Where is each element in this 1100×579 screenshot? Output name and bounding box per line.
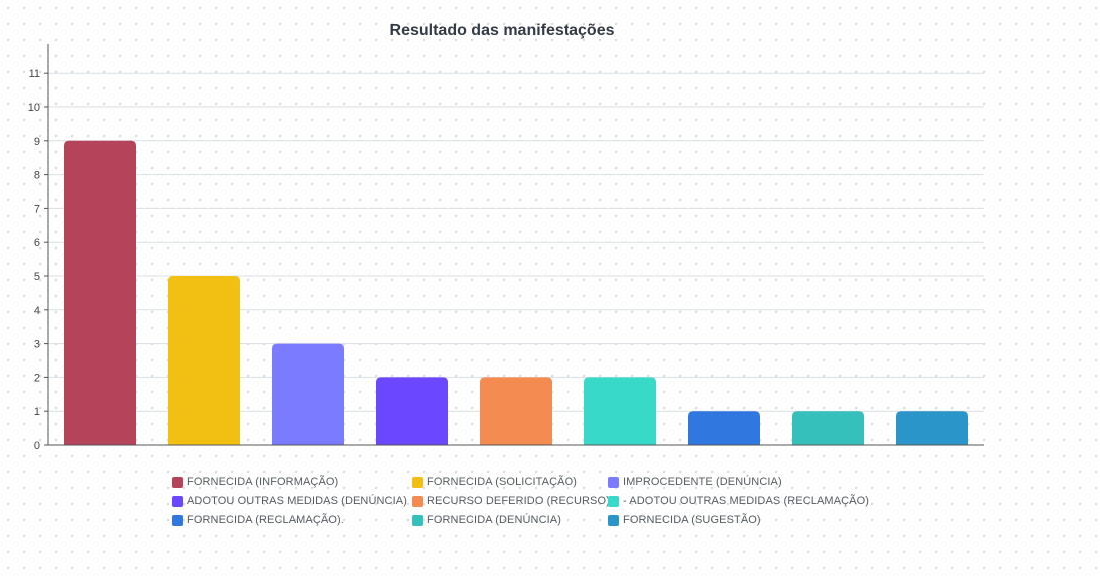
bar[interactable] (272, 343, 344, 445)
legend-item[interactable]: - ADOTOU OUTRAS MEDIDAS (RECLAMAÇÃO) (608, 493, 870, 509)
chart-legend: FORNECIDA (INFORMAÇÃO) FORNECIDA (SOLICIT… (172, 474, 872, 528)
legend-swatch (172, 495, 183, 507)
y-tick-label: 11 (29, 68, 40, 80)
legend-swatch (172, 514, 183, 526)
legend-label: - ADOTOU OUTRAS MEDIDAS (RECLAMAÇÃO) (623, 495, 870, 507)
legend-item[interactable]: RECURSO DEFERIDO (RECURSO) (412, 493, 610, 509)
legend-swatch (172, 476, 183, 488)
legend-item[interactable]: FORNECIDA (RECLAMAÇÃO). (172, 512, 412, 528)
y-tick-label: 3 (34, 339, 40, 351)
y-tick-label: 1 (34, 406, 40, 418)
bar[interactable] (792, 411, 864, 445)
y-tick-label: 6 (34, 237, 40, 249)
legend-label: IMPROCEDENTE (DENÚNCIA) (623, 476, 782, 488)
y-tick-label: 8 (34, 170, 40, 182)
legend-item[interactable]: FORNECIDA (SOLICITAÇÃO) (412, 474, 608, 490)
bar[interactable] (168, 276, 240, 445)
legend-label: FORNECIDA (SUGESTÃO) (623, 514, 761, 526)
y-axis-ticks: 0 1 2 3 4 5 6 7 8 9 10 11 (28, 68, 48, 452)
y-tick-label: 2 (34, 372, 40, 384)
y-tick-label: 5 (34, 271, 40, 283)
legend-label: FORNECIDA (SOLICITAÇÃO) (427, 476, 577, 488)
legend-label: RECURSO DEFERIDO (RECURSO) (427, 495, 610, 507)
bar[interactable] (64, 140, 136, 446)
bars (64, 140, 968, 446)
legend-item[interactable]: ADOTOU OUTRAS MEDIDAS (DENÚNCIA) (172, 493, 412, 509)
legend-label: FORNECIDA (DENÚNCIA) (427, 514, 562, 526)
legend-swatch (412, 514, 423, 526)
legend-swatch (412, 495, 423, 507)
bar[interactable] (688, 411, 760, 445)
bar[interactable] (480, 377, 552, 445)
bar[interactable] (584, 377, 656, 445)
legend-item[interactable]: FORNECIDA (INFORMAÇÃO) (172, 474, 412, 490)
legend-label: ADOTOU OUTRAS MEDIDAS (DENÚNCIA) (187, 495, 407, 507)
legend-swatch (608, 476, 619, 488)
y-tick-label: 0 (34, 440, 40, 452)
y-tick-label: 4 (34, 305, 40, 317)
legend-item[interactable]: FORNECIDA (SUGESTÃO) (608, 512, 868, 528)
y-tick-label: 10 (28, 102, 40, 114)
y-tick-label: 7 (34, 203, 40, 215)
chart-title: Resultado das manifestações (390, 22, 615, 39)
bar[interactable] (376, 377, 448, 445)
bar[interactable] (896, 411, 968, 445)
legend-item[interactable]: FORNECIDA (DENÚNCIA) (412, 512, 608, 528)
y-tick-label: 9 (34, 136, 40, 148)
legend-item[interactable]: IMPROCEDENTE (DENÚNCIA) (608, 474, 868, 490)
legend-swatch (608, 495, 619, 507)
legend-swatch (608, 514, 619, 526)
legend-label: FORNECIDA (RECLAMAÇÃO). (187, 514, 344, 526)
legend-label: FORNECIDA (INFORMAÇÃO) (187, 476, 339, 488)
legend-swatch (412, 476, 423, 488)
